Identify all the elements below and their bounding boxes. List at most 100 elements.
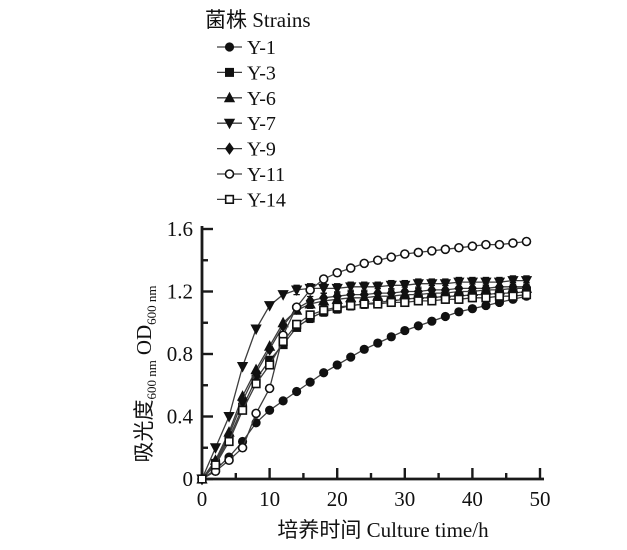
circle-open-marker bbox=[224, 169, 235, 179]
triangle-down-filled-marker bbox=[345, 282, 357, 293]
legend-item-Y-1: Y-1 bbox=[217, 37, 276, 59]
square-open-marker bbox=[319, 305, 329, 315]
circle-open-marker bbox=[251, 408, 261, 419]
circle-filled-marker bbox=[292, 386, 302, 397]
circle-open-marker bbox=[237, 442, 248, 453]
y-tick-label: 1.2 bbox=[167, 280, 193, 304]
circle-open-marker bbox=[481, 239, 491, 250]
circle-filled-marker bbox=[440, 311, 450, 322]
square-open-marker bbox=[494, 291, 505, 301]
triangle-down-filled-marker bbox=[236, 362, 249, 373]
legend-item-Y-6: Y-6 bbox=[217, 88, 276, 110]
diamond-filled-marker bbox=[332, 289, 342, 303]
circle-open-marker bbox=[291, 302, 302, 312]
y-tick-label: 0.8 bbox=[167, 342, 193, 366]
circle-filled-marker bbox=[359, 344, 369, 354]
circle-filled-marker bbox=[386, 332, 396, 342]
triangle-down-filled-marker bbox=[263, 301, 276, 312]
legend-item-Y-14: Y-14 bbox=[217, 189, 286, 211]
square-open-marker bbox=[373, 299, 383, 309]
circle-filled-marker bbox=[400, 325, 410, 336]
triangle-down-filled-marker bbox=[318, 283, 330, 295]
square-open-marker bbox=[440, 294, 450, 304]
triangle-down-filled-marker bbox=[223, 412, 235, 423]
square-open-marker bbox=[224, 436, 234, 447]
circle-open-marker bbox=[427, 246, 437, 256]
circle-filled-marker bbox=[481, 300, 491, 311]
square-open-marker bbox=[264, 360, 275, 370]
triangle-down-filled-marker bbox=[412, 279, 424, 290]
square-open-marker bbox=[521, 290, 532, 300]
circle-filled-marker bbox=[413, 321, 423, 331]
legend-item-Y-7: Y-7 bbox=[217, 113, 276, 135]
circle-open-marker bbox=[264, 383, 275, 394]
circle-open-marker bbox=[454, 242, 464, 253]
triangle-down-filled-marker bbox=[209, 443, 222, 454]
legend-item-Y-9: Y-9 bbox=[217, 139, 276, 161]
diamond-filled-marker bbox=[346, 288, 356, 301]
series-line-Y-14 bbox=[201, 293, 527, 480]
series-Y-9 bbox=[197, 280, 531, 486]
triangle-down-filled-marker bbox=[385, 280, 397, 292]
y-axis-title-sub1: 600 nm bbox=[144, 360, 159, 399]
circle-filled-marker bbox=[265, 405, 275, 415]
triangle-down-filled-marker bbox=[277, 290, 289, 301]
series-line-Y-1 bbox=[201, 295, 527, 480]
diamond-filled-marker bbox=[400, 285, 410, 298]
circle-open-marker bbox=[318, 274, 329, 284]
circle-open-marker bbox=[521, 236, 532, 247]
series-Y-7 bbox=[196, 275, 533, 486]
square-open-marker bbox=[386, 297, 396, 308]
circle-filled-marker bbox=[467, 304, 477, 314]
series-Y-11 bbox=[197, 236, 532, 484]
circle-open-marker bbox=[494, 239, 505, 250]
circle-open-marker bbox=[467, 241, 478, 251]
circle-filled-marker bbox=[305, 377, 315, 387]
legend-label: Y-6 bbox=[247, 88, 276, 110]
square-open-marker bbox=[413, 296, 423, 306]
y-tick-label: 1.6 bbox=[167, 217, 193, 241]
triangle-down-filled-marker bbox=[250, 324, 262, 336]
circle-filled-marker bbox=[332, 360, 342, 370]
legend-label: Y-9 bbox=[247, 139, 276, 161]
triangle-down-filled-marker bbox=[358, 282, 370, 293]
legend-label: Y-3 bbox=[247, 62, 276, 84]
square-open-marker bbox=[251, 379, 261, 389]
series-line-Y-9 bbox=[201, 286, 527, 480]
circle-open-marker bbox=[413, 247, 424, 258]
circle-filled-marker bbox=[319, 368, 329, 378]
legend-item-Y-11: Y-11 bbox=[217, 164, 285, 186]
x-tick-label: 0 bbox=[197, 487, 208, 511]
circle-open-marker bbox=[305, 285, 315, 295]
triangle-down-filled-marker bbox=[331, 283, 343, 295]
circle-open-marker bbox=[372, 255, 383, 266]
triangle-down-filled-marker bbox=[291, 285, 303, 296]
square-open-marker bbox=[467, 293, 478, 303]
legend: 菌株 Strains Y-1 Y-3 Y-6 Y-7 Y-9 Y-11 Y-14 bbox=[205, 8, 311, 211]
circle-filled-marker bbox=[427, 316, 437, 326]
diamond-filled-marker bbox=[427, 283, 437, 297]
series-line-Y-11 bbox=[201, 240, 527, 480]
square-open-marker bbox=[508, 291, 518, 301]
diamond-filled-marker bbox=[373, 286, 383, 300]
diamond-filled-marker bbox=[224, 142, 235, 155]
square-open-marker bbox=[359, 299, 369, 309]
circle-filled-marker bbox=[454, 307, 464, 317]
square-open-marker bbox=[427, 296, 437, 306]
square-open-marker bbox=[481, 293, 491, 303]
square-open-marker bbox=[237, 405, 248, 415]
circle-filled-marker bbox=[224, 42, 235, 52]
y-axis-title-mid: OD bbox=[132, 325, 156, 355]
plot-area: 0 0.4 0.8 1.2 1.6 0 10 20 30 40 50 bbox=[167, 217, 551, 511]
diamond-filled-marker bbox=[251, 366, 261, 380]
x-tick-label: 10 bbox=[259, 487, 280, 511]
square-open-marker bbox=[305, 310, 315, 320]
y-tick-label: 0 bbox=[183, 467, 194, 491]
series-Y-6 bbox=[196, 282, 533, 484]
x-tick-label: 20 bbox=[327, 487, 348, 511]
y-axis-title-sub2: 600 nm bbox=[144, 285, 159, 324]
diamond-filled-marker bbox=[319, 291, 329, 305]
series-Y-14 bbox=[197, 290, 532, 484]
legend-title: 菌株 Strains bbox=[205, 8, 311, 32]
